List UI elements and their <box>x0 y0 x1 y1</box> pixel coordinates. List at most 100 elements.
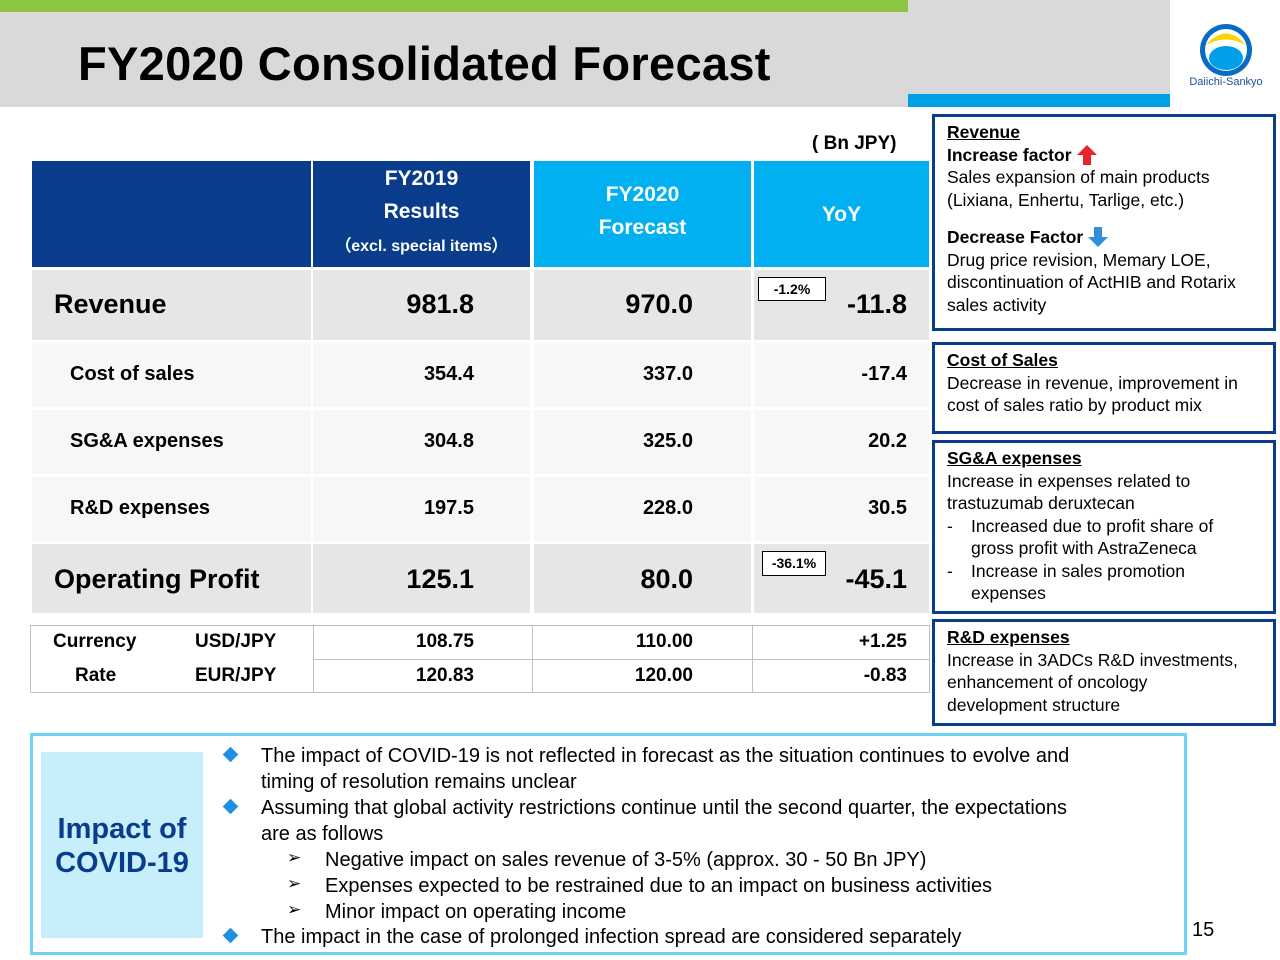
dash-marker: - <box>947 515 953 536</box>
rd-fy2020: 228.0 <box>642 497 693 519</box>
header-blue-bar <box>908 94 1170 107</box>
op-yoy-percent: -36.1% <box>762 551 826 576</box>
fy2019-line3: （excl. special items） <box>335 238 508 255</box>
decrease-factor-label: Decrease Factor <box>947 227 1084 247</box>
rate-label: Rate <box>75 665 117 686</box>
revenue-factor-head: Revenue <box>947 122 1020 142</box>
sga-factor-box: SG&A expenses Increase in expenses relat… <box>932 440 1276 614</box>
currency-divider-v3 <box>752 625 753 693</box>
row-bg-cost-yoy <box>754 343 929 407</box>
fy2020-line1: FY2020 <box>605 183 680 206</box>
rd-label: R&D expenses <box>70 497 211 519</box>
covid-bullet-1-line2: timing of resolution remains unclear <box>261 771 577 793</box>
decrease-text-3: sales activity <box>947 294 1047 315</box>
decrease-factor-row: Decrease Factor <box>947 226 1263 249</box>
sub-bullet-arrow-icon: ➢ <box>287 848 302 867</box>
row-bg-cost-fy2019 <box>313 343 530 407</box>
row-bg-revenue-fy2020 <box>534 270 751 340</box>
unit-label: ( Bn JPY) <box>812 133 897 154</box>
rd-text-2: enhancement of oncology <box>947 672 1148 692</box>
sga-fy2020: 325.0 <box>642 430 693 452</box>
currency-label: Currency <box>53 631 137 652</box>
covid-bullet-3: The impact in the case of prolonged infe… <box>261 926 962 948</box>
cost-text-2: cost of sales ratio by product mix <box>947 395 1202 415</box>
arrow-down-icon <box>1088 227 1109 248</box>
rd-factor-head: R&D expenses <box>947 627 1070 647</box>
row-bg-cost-fy2020 <box>534 343 751 407</box>
sub-bullet-arrow-icon: ➢ <box>287 874 302 893</box>
sub-bullet-arrow-icon: ➢ <box>287 900 302 919</box>
row-bg-sga-yoy <box>754 410 929 474</box>
usd-jpy-fy2019: 108.75 <box>415 631 474 652</box>
cost-factor-head: Cost of Sales <box>947 350 1058 370</box>
increase-text-2: (Lixiana, Enhertu, Tarlige, etc.) <box>947 189 1185 210</box>
covid-sub-bullet-1: Negative impact on sales revenue of 3-5%… <box>325 849 927 871</box>
row-bg-op-fy2019 <box>313 544 530 613</box>
increase-text-1: Sales expansion of main products <box>947 167 1210 187</box>
row-bg-op-fy2020 <box>534 544 751 613</box>
sga-dash2-line2: expenses <box>971 583 1046 603</box>
cost-yoy: -17.4 <box>861 363 907 385</box>
sga-text-1: Increase in expenses related to <box>947 470 1191 491</box>
increase-factor-label: Increase factor <box>947 144 1072 165</box>
covid-bullet-2-line1: Assuming that global activity restrictio… <box>261 797 1068 819</box>
yoy-header-label: YoY <box>821 203 862 226</box>
row-bg-sga-fy2019 <box>313 410 530 474</box>
row-bg-rd-yoy <box>754 477 929 541</box>
row-bg-rd-fy2019 <box>313 477 530 541</box>
sga-dash1-line1: Increased due to profit share of <box>971 515 1214 536</box>
cost-text-1: Decrease in revenue, improvement in <box>947 372 1238 393</box>
fy2020-line2: Forecast <box>598 216 687 239</box>
revenue-fy2019: 981.8 <box>406 289 474 319</box>
rd-fy2019: 197.5 <box>423 497 474 519</box>
decrease-text-2: discontinuation of ActHIB and Rotarix <box>947 272 1236 292</box>
usd-jpy-fy2020: 110.00 <box>635 631 693 652</box>
covid-label-line2: COVID-19 <box>55 847 189 879</box>
row-bg-revenue-label <box>32 270 311 340</box>
revenue-yoy: -11.8 <box>846 289 907 319</box>
row-bg-revenue-fy2019 <box>313 270 530 340</box>
cost-label: Cost of sales <box>70 363 195 385</box>
eur-jpy-label: EUR/JPY <box>195 665 277 686</box>
op-fy2019: 125.1 <box>406 564 474 594</box>
sga-dash-item-2: - Increase in sales promotion expenses <box>947 560 1263 605</box>
row-bg-op-label <box>32 544 311 613</box>
row-bg-sga-label <box>32 410 311 474</box>
header-background <box>0 0 1170 107</box>
op-fy2020: 80.0 <box>640 564 693 594</box>
header-green-bar <box>0 0 908 12</box>
revenue-label: Revenue <box>54 289 167 319</box>
rd-factor-box: R&D expenses Increase in 3ADCs R&D inves… <box>932 619 1276 726</box>
header-fy2019: FY2019 Results （excl. special items） <box>313 161 530 267</box>
row-bg-rd-fy2020 <box>534 477 751 541</box>
usd-jpy-label: USD/JPY <box>195 631 277 652</box>
dash-marker: - <box>947 560 953 581</box>
fy2019-line2: Results <box>383 200 460 223</box>
currency-divider-h <box>313 659 930 660</box>
cost-fy2019: 354.4 <box>423 363 474 385</box>
revenue-fy2020: 970.0 <box>625 289 693 319</box>
covid-bullet-2-line2: are as follows <box>261 823 384 845</box>
fy2019-line1: FY2019 <box>384 167 459 190</box>
rd-text-1: Increase in 3ADCs R&D investments, <box>947 649 1238 670</box>
page-number: 15 <box>1192 919 1215 941</box>
sga-text-2: trastuzumab deruxtecan <box>947 493 1135 513</box>
sga-fy2019: 304.8 <box>423 430 474 452</box>
row-bg-sga-fy2020 <box>534 410 751 474</box>
header-fy2020: FY2020 Forecast <box>534 161 751 267</box>
eur-jpy-yoy: -0.83 <box>863 665 907 686</box>
revenue-yoy-percent: -1.2% <box>758 277 826 301</box>
covid-label: Impact of COVID-19 <box>41 812 203 880</box>
page-title: FY2020 Consolidated Forecast <box>78 37 771 90</box>
currency-divider-v2 <box>532 625 533 693</box>
covid-sub-bullet-3: Minor impact on operating income <box>325 901 627 923</box>
decrease-text-1: Drug price revision, Memary LOE, <box>947 249 1211 270</box>
usd-jpy-yoy: +1.25 <box>858 631 907 652</box>
covid-bullet-1-line1: The impact of COVID-19 is not reflected … <box>261 745 1070 767</box>
sga-dash2-line1: Increase in sales promotion <box>971 560 1185 581</box>
eur-jpy-fy2020: 120.00 <box>634 665 693 686</box>
company-logo <box>1200 24 1252 76</box>
header-blank-cell <box>32 161 311 267</box>
sga-dash-item-1: - Increased due to profit share of gross… <box>947 515 1263 560</box>
covid-label-background <box>41 752 203 938</box>
